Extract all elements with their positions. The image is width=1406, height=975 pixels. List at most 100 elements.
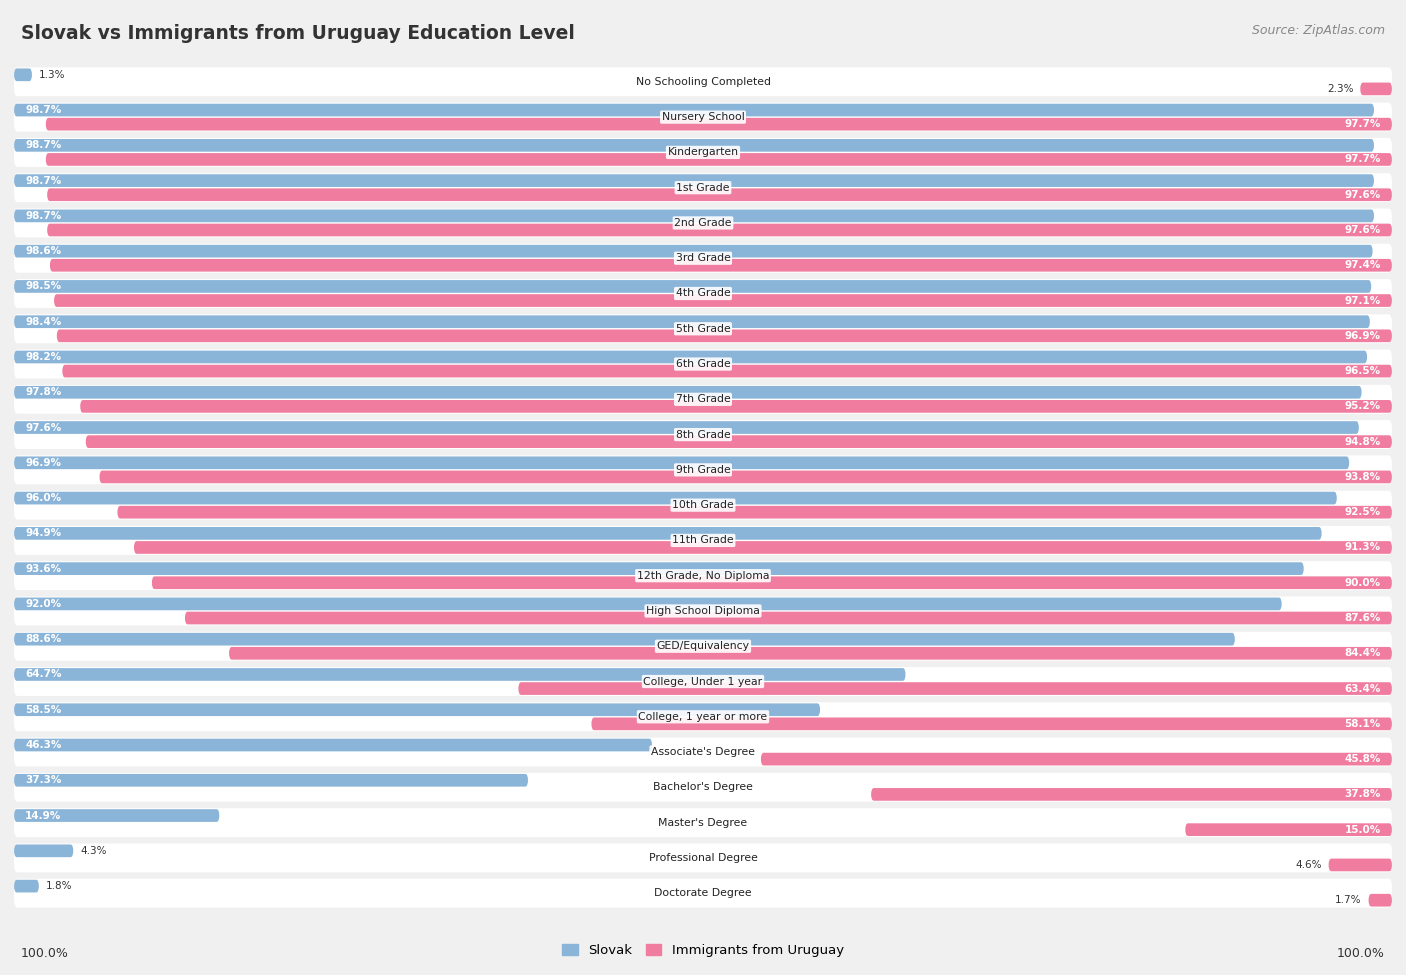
FancyBboxPatch shape <box>519 682 1392 695</box>
Text: Master's Degree: Master's Degree <box>658 818 748 828</box>
Text: 15.0%: 15.0% <box>1344 825 1381 835</box>
FancyBboxPatch shape <box>14 279 1392 308</box>
FancyBboxPatch shape <box>872 788 1392 800</box>
Text: 14.9%: 14.9% <box>25 810 62 821</box>
Text: 12th Grade, No Diploma: 12th Grade, No Diploma <box>637 570 769 581</box>
Text: 9th Grade: 9th Grade <box>676 465 730 475</box>
FancyBboxPatch shape <box>14 137 1392 167</box>
Text: 1.3%: 1.3% <box>39 70 65 80</box>
Text: 100.0%: 100.0% <box>21 947 69 960</box>
FancyBboxPatch shape <box>14 210 1374 222</box>
FancyBboxPatch shape <box>1329 859 1392 872</box>
FancyBboxPatch shape <box>1368 894 1392 907</box>
FancyBboxPatch shape <box>1185 823 1392 836</box>
FancyBboxPatch shape <box>80 400 1392 412</box>
FancyBboxPatch shape <box>14 632 1392 661</box>
Text: 1.7%: 1.7% <box>1336 895 1361 905</box>
Text: 90.0%: 90.0% <box>1344 578 1381 588</box>
FancyBboxPatch shape <box>14 739 652 752</box>
Text: 95.2%: 95.2% <box>1344 402 1381 411</box>
Text: 98.5%: 98.5% <box>25 282 62 292</box>
Text: 6th Grade: 6th Grade <box>676 359 730 370</box>
FancyBboxPatch shape <box>14 808 1392 838</box>
FancyBboxPatch shape <box>14 702 1392 731</box>
Text: 100.0%: 100.0% <box>1337 947 1385 960</box>
FancyBboxPatch shape <box>14 774 529 787</box>
FancyBboxPatch shape <box>46 118 1392 131</box>
FancyBboxPatch shape <box>14 633 1234 645</box>
Text: 58.5%: 58.5% <box>25 705 62 715</box>
Text: 94.9%: 94.9% <box>25 528 62 538</box>
Text: 46.3%: 46.3% <box>25 740 62 750</box>
Text: 88.6%: 88.6% <box>25 634 62 644</box>
FancyBboxPatch shape <box>14 420 1392 449</box>
Text: 98.7%: 98.7% <box>25 211 62 221</box>
Text: 4.6%: 4.6% <box>1295 860 1322 870</box>
FancyBboxPatch shape <box>56 330 1392 342</box>
Text: 63.4%: 63.4% <box>1344 683 1381 693</box>
FancyBboxPatch shape <box>14 491 1337 504</box>
FancyBboxPatch shape <box>14 563 1303 575</box>
Text: 37.8%: 37.8% <box>1344 790 1381 799</box>
FancyBboxPatch shape <box>761 753 1392 765</box>
FancyBboxPatch shape <box>14 527 1322 540</box>
FancyBboxPatch shape <box>14 809 219 822</box>
Text: 98.4%: 98.4% <box>25 317 62 327</box>
Text: 87.6%: 87.6% <box>1344 613 1381 623</box>
FancyBboxPatch shape <box>229 647 1392 660</box>
FancyBboxPatch shape <box>14 421 1358 434</box>
FancyBboxPatch shape <box>86 435 1392 448</box>
Text: Source: ZipAtlas.com: Source: ZipAtlas.com <box>1251 24 1385 37</box>
FancyBboxPatch shape <box>14 280 1371 292</box>
FancyBboxPatch shape <box>14 245 1372 257</box>
Text: 11th Grade: 11th Grade <box>672 535 734 545</box>
Text: 92.0%: 92.0% <box>25 599 62 609</box>
Text: Associate's Degree: Associate's Degree <box>651 747 755 757</box>
FancyBboxPatch shape <box>14 350 1392 378</box>
Legend: Slovak, Immigrants from Uruguay: Slovak, Immigrants from Uruguay <box>557 939 849 962</box>
Text: 98.6%: 98.6% <box>25 246 62 256</box>
Text: 98.7%: 98.7% <box>25 140 62 150</box>
Text: Bachelor's Degree: Bachelor's Degree <box>652 782 754 793</box>
FancyBboxPatch shape <box>14 597 1392 625</box>
FancyBboxPatch shape <box>14 209 1392 237</box>
FancyBboxPatch shape <box>14 67 1392 97</box>
FancyBboxPatch shape <box>14 455 1392 485</box>
FancyBboxPatch shape <box>14 843 1392 873</box>
FancyBboxPatch shape <box>1360 83 1392 96</box>
Text: 1.8%: 1.8% <box>46 881 72 891</box>
FancyBboxPatch shape <box>14 562 1392 590</box>
Text: Nursery School: Nursery School <box>662 112 744 122</box>
FancyBboxPatch shape <box>118 506 1392 519</box>
Text: 93.8%: 93.8% <box>1344 472 1381 482</box>
FancyBboxPatch shape <box>14 879 39 892</box>
Text: 4.3%: 4.3% <box>80 846 107 856</box>
Text: 10th Grade: 10th Grade <box>672 500 734 510</box>
FancyBboxPatch shape <box>14 456 1350 469</box>
FancyBboxPatch shape <box>14 773 1392 801</box>
Text: 98.7%: 98.7% <box>25 176 62 185</box>
FancyBboxPatch shape <box>14 385 1392 413</box>
Text: Slovak vs Immigrants from Uruguay Education Level: Slovak vs Immigrants from Uruguay Educat… <box>21 24 575 43</box>
Text: 97.6%: 97.6% <box>1344 190 1381 200</box>
Text: 97.4%: 97.4% <box>1344 260 1381 270</box>
FancyBboxPatch shape <box>48 223 1392 236</box>
FancyBboxPatch shape <box>62 365 1392 377</box>
Text: 37.3%: 37.3% <box>25 775 62 785</box>
Text: 8th Grade: 8th Grade <box>676 430 730 440</box>
Text: Kindergarten: Kindergarten <box>668 147 738 157</box>
Text: College, Under 1 year: College, Under 1 year <box>644 677 762 686</box>
Text: 97.7%: 97.7% <box>1344 154 1381 165</box>
Text: 96.9%: 96.9% <box>1346 331 1381 341</box>
FancyBboxPatch shape <box>14 351 1367 364</box>
FancyBboxPatch shape <box>49 259 1392 272</box>
FancyBboxPatch shape <box>48 188 1392 201</box>
Text: 64.7%: 64.7% <box>25 670 62 680</box>
Text: No Schooling Completed: No Schooling Completed <box>636 77 770 87</box>
Text: 91.3%: 91.3% <box>1344 542 1381 553</box>
FancyBboxPatch shape <box>14 103 1374 116</box>
FancyBboxPatch shape <box>53 294 1392 307</box>
Text: 92.5%: 92.5% <box>1344 507 1381 517</box>
Text: 84.4%: 84.4% <box>1344 648 1381 658</box>
FancyBboxPatch shape <box>186 611 1392 624</box>
